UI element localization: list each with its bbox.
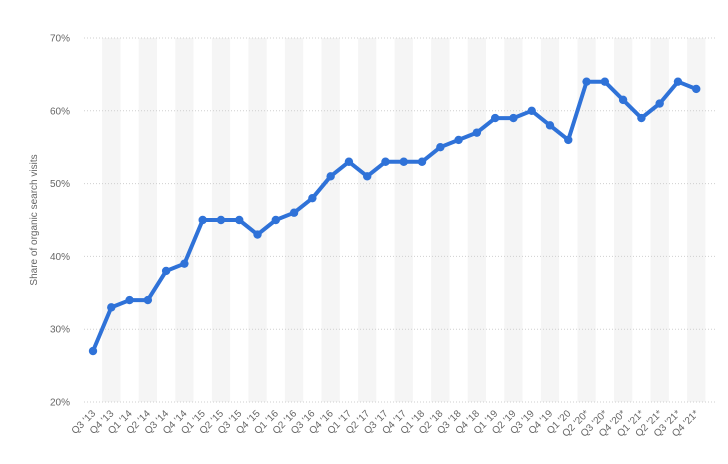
column-band — [613, 38, 633, 402]
data-point — [417, 157, 427, 166]
data-point — [564, 135, 573, 145]
y-tick-label: 20% — [50, 398, 70, 409]
data-point — [198, 215, 207, 225]
column-band — [394, 38, 413, 402]
series-line — [91, 79, 699, 353]
data-point — [271, 215, 280, 225]
column-band — [138, 38, 157, 402]
column-band — [467, 38, 487, 402]
y-tick-label: 60% — [50, 106, 70, 117]
y-tick-label: 70% — [50, 34, 70, 45]
data-point — [253, 230, 262, 239]
data-point — [692, 84, 701, 94]
data-point — [143, 295, 153, 305]
data-point — [326, 172, 335, 181]
data-point — [472, 128, 482, 137]
data-point — [490, 113, 500, 123]
data-point — [436, 143, 445, 152]
data-point — [527, 106, 536, 116]
data-point — [289, 208, 299, 217]
data-point — [399, 157, 408, 166]
y-axis-ticks: 20% 30% 40% 50% 60% 70% — [50, 34, 70, 409]
data-point — [161, 266, 171, 276]
column-band — [650, 38, 669, 402]
y-tick-label: 40% — [50, 252, 70, 263]
data-point — [655, 99, 664, 108]
column-band — [284, 38, 304, 402]
grid-lines — [84, 37, 716, 403]
data-point — [637, 113, 646, 123]
data-point — [545, 121, 555, 130]
y-tick-label: 30% — [50, 325, 70, 336]
data-points — [88, 77, 701, 356]
data-point — [582, 77, 591, 86]
data-point — [344, 157, 354, 166]
data-point — [454, 135, 463, 145]
data-point — [363, 172, 372, 181]
column-band — [175, 38, 194, 402]
column-band — [248, 38, 267, 402]
data-point — [673, 77, 683, 86]
column-band — [102, 38, 121, 402]
column-band — [358, 38, 377, 402]
y-axis-label: Share of organic search visits — [29, 154, 40, 285]
data-point — [509, 113, 518, 123]
column-band — [687, 38, 706, 402]
column-band — [540, 38, 560, 402]
data-point — [600, 77, 610, 86]
data-point — [180, 259, 189, 268]
data-point — [308, 193, 317, 203]
data-point — [216, 215, 226, 225]
y-tick-label: 50% — [50, 179, 70, 190]
column-band — [504, 38, 523, 402]
data-point — [88, 346, 98, 356]
column-band — [577, 38, 596, 402]
data-point — [618, 95, 628, 105]
data-point — [381, 157, 390, 166]
column-band — [431, 38, 450, 402]
data-point — [235, 215, 244, 225]
data-point — [125, 295, 134, 305]
column-band — [321, 38, 340, 402]
data-point — [107, 303, 116, 312]
